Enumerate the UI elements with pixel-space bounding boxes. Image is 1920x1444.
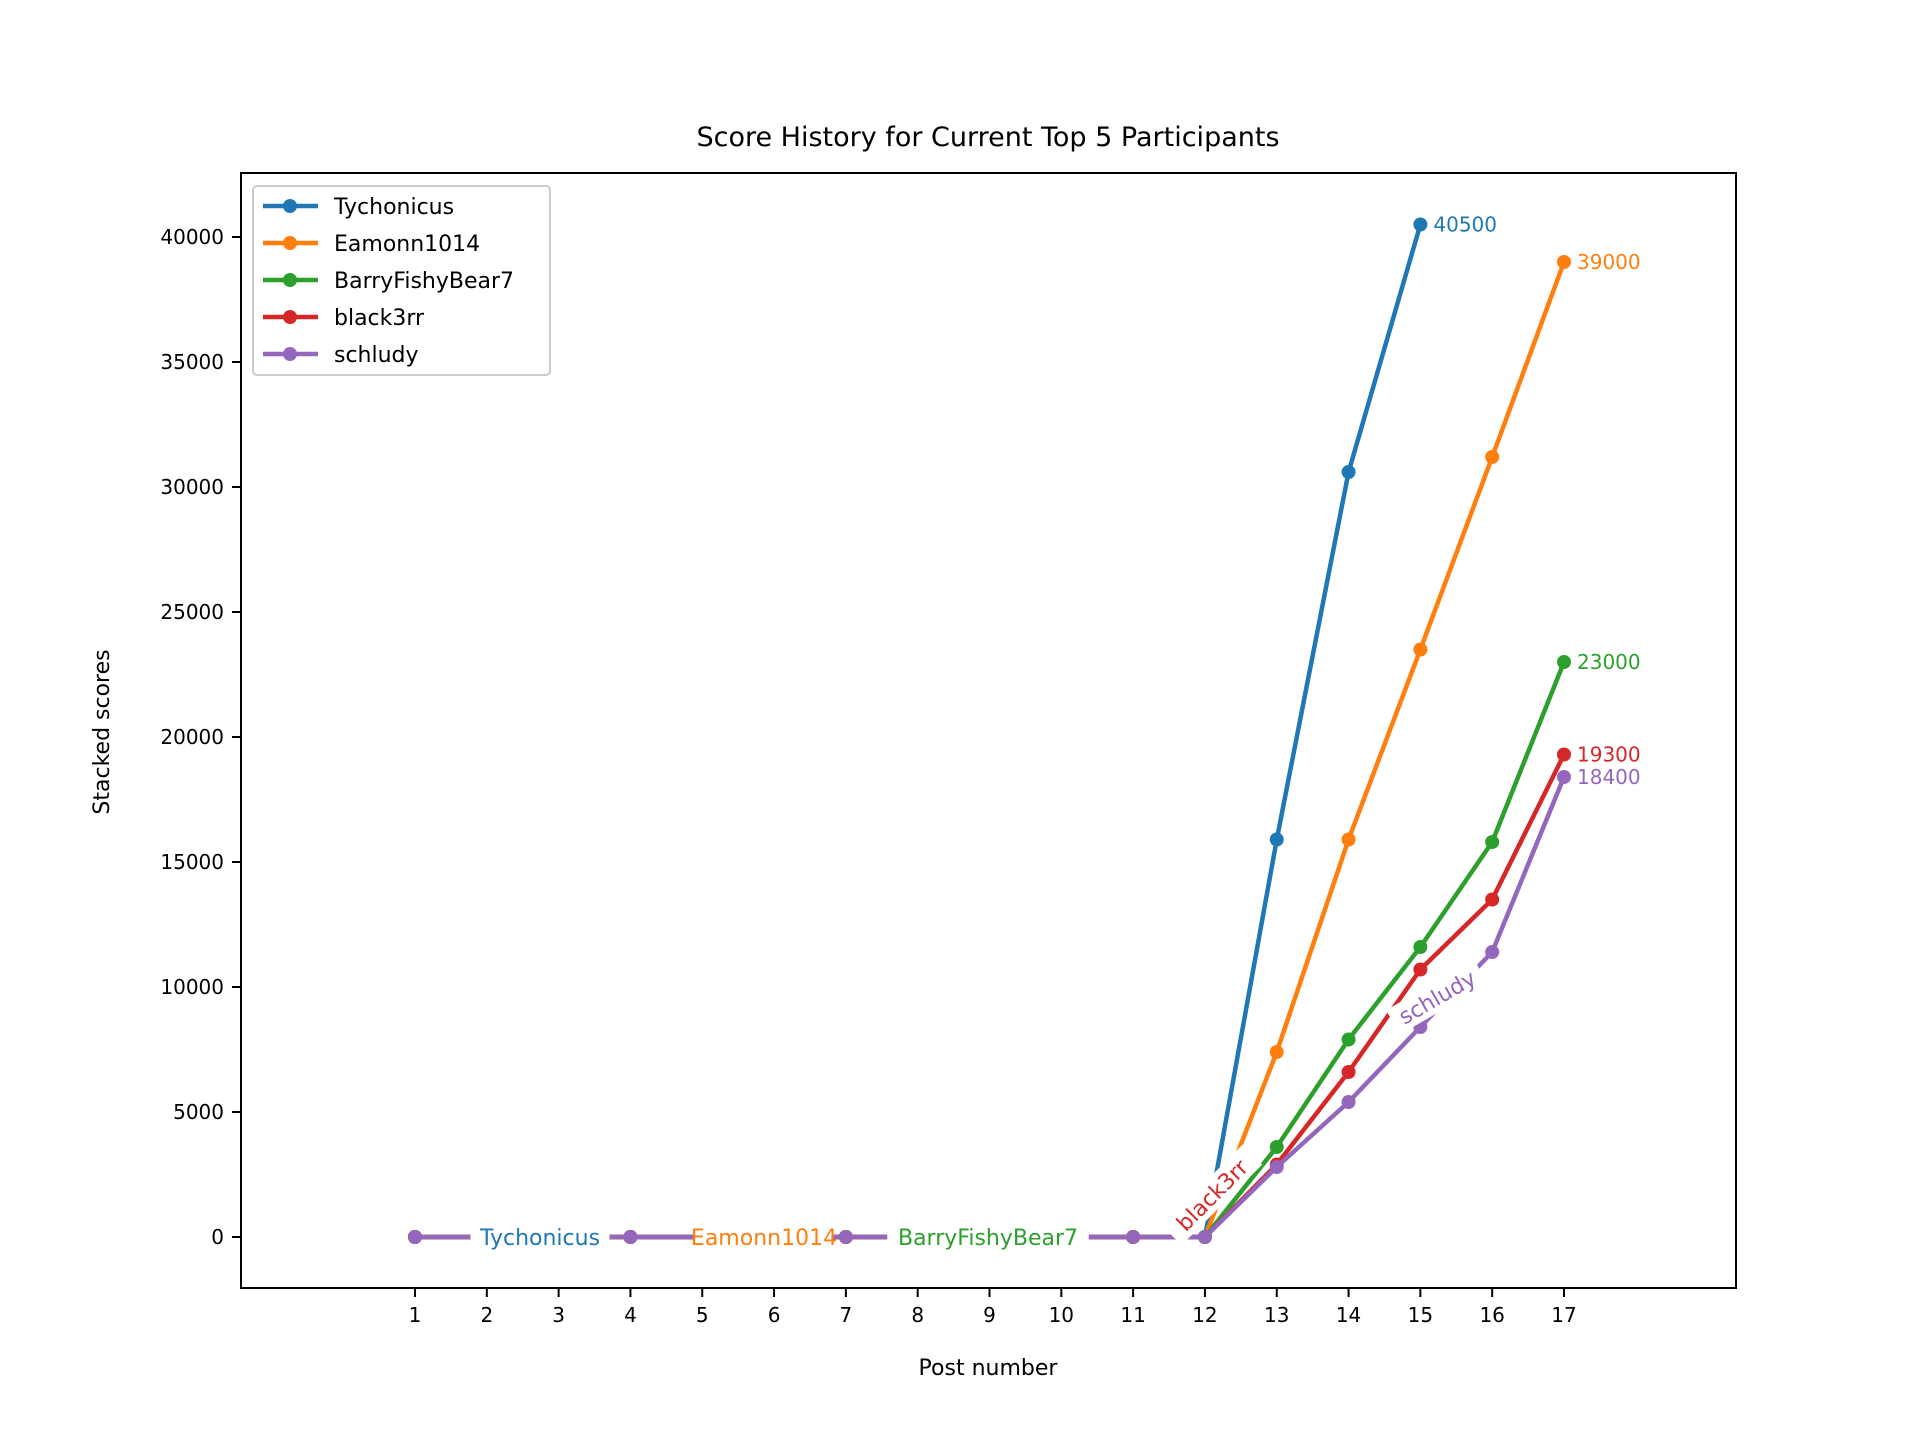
series-line [415, 661, 1567, 1240]
legend-item-eamonn1014: Eamonn1014 [263, 232, 480, 257]
end-value-label: 39000 [1577, 250, 1641, 274]
data-point [1126, 1230, 1141, 1244]
series-barryfishybear7: 23000 [408, 650, 1641, 1244]
x-tick-label: 14 [1336, 1303, 1361, 1327]
legend-label: Eamonn1014 [334, 232, 480, 257]
legend-marker [283, 310, 297, 324]
legend-label: black3rr [334, 306, 425, 331]
data-point [1413, 962, 1428, 977]
data-point [1485, 450, 1500, 464]
series-line [415, 261, 1567, 1240]
x-tick-label: 6 [768, 1303, 781, 1327]
data-point [1413, 642, 1428, 657]
x-tick-label: 9 [983, 1303, 996, 1327]
x-tick-label: 10 [1049, 1303, 1074, 1327]
x-tick-label: 1 [409, 1303, 422, 1327]
legend-box [252, 185, 551, 376]
x-tick-label: 4 [624, 1303, 637, 1327]
data-point [1485, 945, 1500, 959]
x-tick-label: 11 [1120, 1303, 1145, 1327]
legend-item-tychonicus: Tychonicus [263, 195, 454, 220]
end-value-label: 18400 [1577, 765, 1641, 789]
y-axis-label: Stacked scores [90, 649, 115, 814]
data-point [1557, 655, 1571, 669]
x-tick-label: 12 [1192, 1303, 1217, 1327]
x-tick-label: 17 [1551, 1303, 1576, 1327]
data-point [1557, 770, 1571, 784]
data-point [408, 1230, 422, 1244]
end-value-label: 40500 [1433, 213, 1497, 237]
end-value-label: 19300 [1577, 743, 1641, 767]
chart-title: Score History for Current Top 5 Particip… [696, 122, 1279, 153]
data-point [1413, 940, 1428, 954]
y-tick-label: 5000 [173, 1100, 224, 1124]
y-tick-label: 30000 [160, 475, 224, 499]
data-point [1341, 832, 1356, 847]
x-axis-label: Post number [919, 1356, 1059, 1381]
data-point [1557, 747, 1571, 762]
y-tick-label: 40000 [160, 225, 224, 249]
legend-marker [283, 273, 297, 287]
y-tick-label: 35000 [160, 350, 224, 374]
data-point [1485, 892, 1500, 907]
x-tick-label: 2 [480, 1303, 493, 1327]
data-point [1341, 1032, 1356, 1047]
legend-item-schludy: schludy [263, 343, 419, 368]
x-tick-label: 7 [840, 1303, 853, 1327]
data-point [1197, 1230, 1212, 1244]
y-tick-label: 15000 [160, 850, 224, 874]
legend-marker [283, 199, 297, 213]
x-tick-label: 5 [696, 1303, 709, 1327]
series-line [415, 223, 1423, 1240]
y-tick-label: 25000 [160, 600, 224, 624]
legend-item-barryfishybear7: BarryFishyBear7 [263, 269, 514, 294]
data-point [838, 1230, 853, 1244]
series-line [415, 753, 1567, 1240]
legend-marker [283, 236, 297, 250]
inline-label-barryfishybear7: BarryFishyBear7 [887, 1223, 1089, 1251]
data-point [1557, 255, 1571, 269]
legend-item-black3rr: black3rr [263, 306, 425, 331]
x-tick-label: 3 [552, 1303, 565, 1327]
data-point [1269, 1160, 1284, 1174]
svg-text:Eamonn1014: Eamonn1014 [691, 1226, 837, 1251]
inline-label-tychonicus: Tychonicus [470, 1223, 610, 1251]
legend-label: schludy [334, 343, 419, 368]
data-point [1269, 832, 1284, 847]
legend-marker [283, 347, 297, 361]
data-point [1341, 1065, 1356, 1079]
data-point [1341, 1095, 1356, 1109]
data-point [1341, 465, 1356, 479]
y-tick-label: 20000 [160, 725, 224, 749]
data-point [623, 1230, 638, 1244]
svg-text:BarryFishyBear7: BarryFishyBear7 [898, 1226, 1078, 1251]
series-eamonn1014: 39000 [408, 250, 1641, 1244]
legend-label: BarryFishyBear7 [334, 269, 514, 294]
data-point [1269, 1045, 1284, 1059]
svg-text:Tychonicus: Tychonicus [479, 1226, 600, 1251]
data-point [1269, 1140, 1284, 1154]
series-schludy: 18400 [408, 765, 1641, 1244]
x-tick-label: 8 [911, 1303, 924, 1327]
y-tick-label: 0 [211, 1225, 224, 1249]
legend: Tychonicus Eamonn1014 BarryFishyBear7 black… [252, 185, 551, 376]
x-tick-label: 13 [1264, 1303, 1289, 1327]
inline-label-eamonn1014: Eamonn1014 [691, 1223, 837, 1251]
x-tick-label: 16 [1479, 1303, 1504, 1327]
data-point [1485, 835, 1500, 849]
data-point [1413, 217, 1428, 232]
end-value-label: 23000 [1577, 650, 1641, 674]
x-tick-label: 15 [1408, 1303, 1433, 1327]
y-tick-label: 10000 [160, 975, 224, 999]
legend-label: Tychonicus [333, 195, 454, 220]
